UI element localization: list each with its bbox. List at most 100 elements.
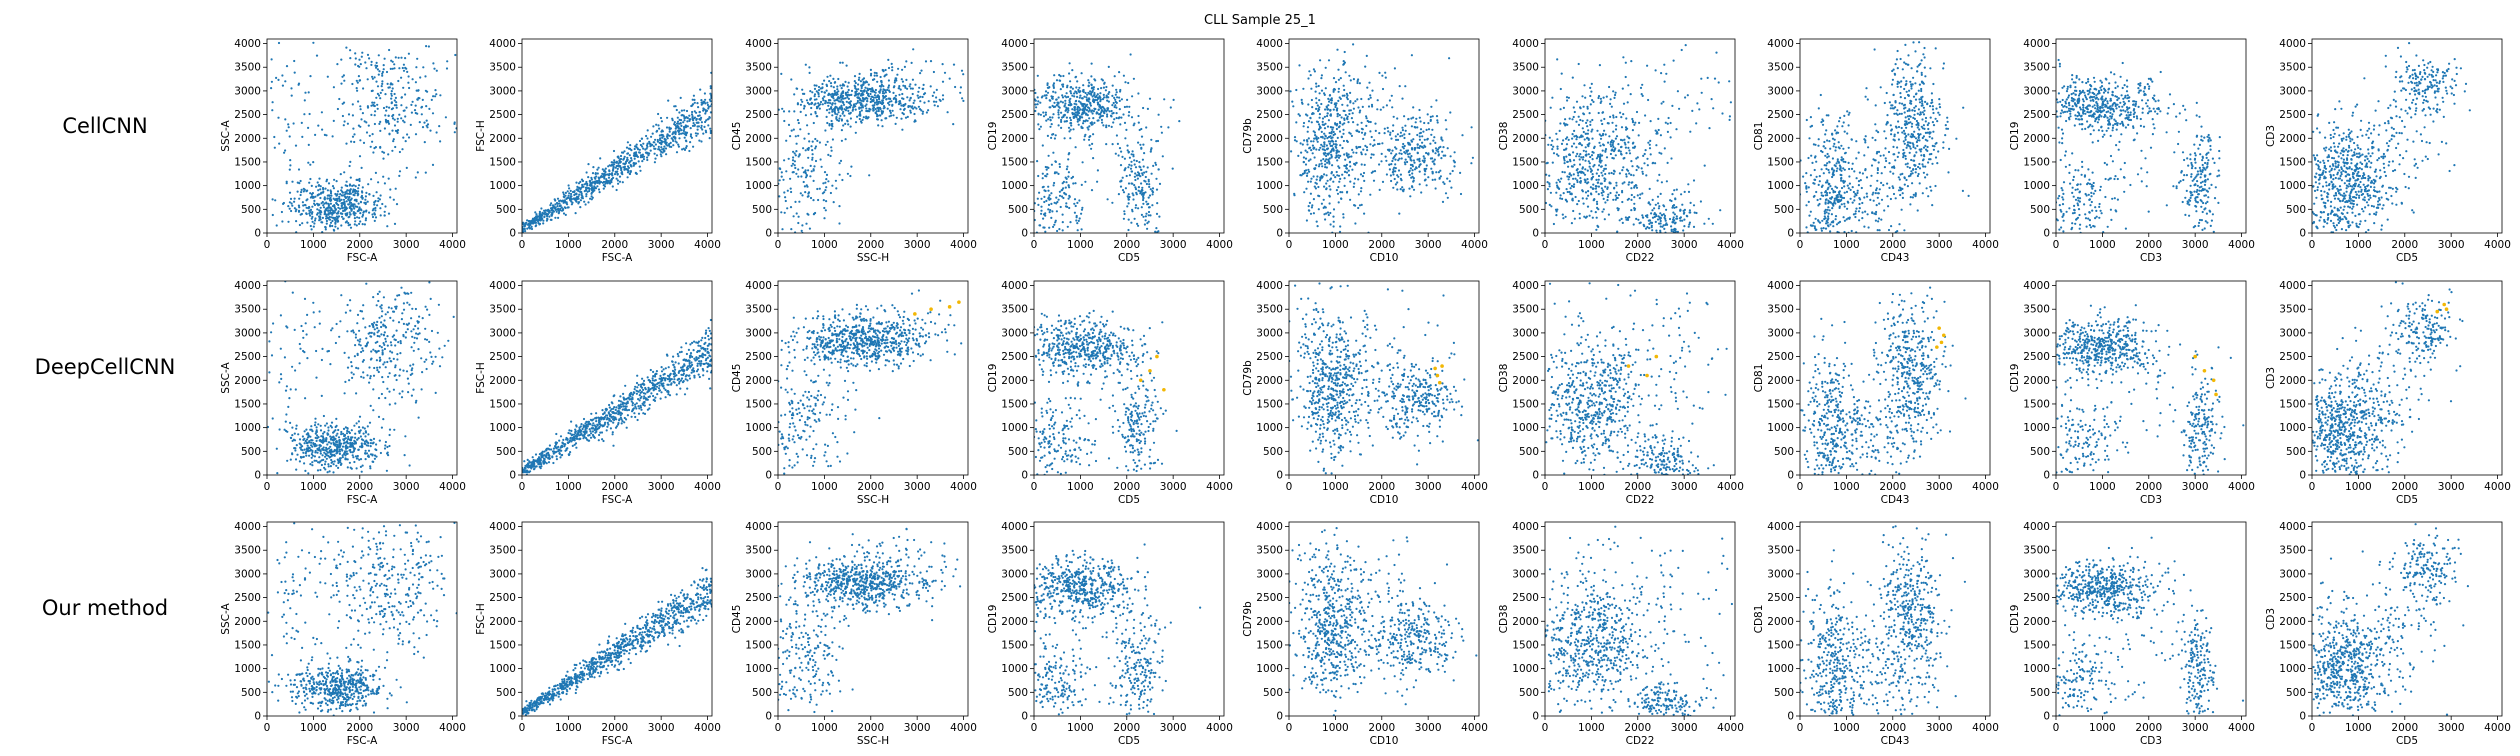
cell-point [1386,126,1389,129]
cell-point [1320,130,1323,133]
cell-point [1323,213,1326,216]
cell-point [1121,189,1125,192]
cell-point [1047,154,1050,157]
cell-point [1347,174,1351,177]
cell-point [1452,159,1455,162]
cell-point [1394,154,1397,157]
cell-point [1609,191,1612,195]
cell-point [1106,99,1109,102]
cell-point [420,113,423,116]
cell-point [889,109,892,112]
cell-point [806,101,810,104]
cell-point [911,78,915,81]
cell-point [293,71,296,74]
cell-point [332,119,335,122]
cell-point [808,71,811,74]
cell-point [654,138,657,141]
y-tick-label: 1500 [1256,156,1283,168]
cell-point [1046,134,1049,137]
cell-point [655,123,658,126]
cell-point [301,222,304,225]
cell-point [419,76,422,79]
cell-point [429,129,432,132]
cell-point [409,123,412,126]
cell-point [352,205,355,208]
cell-point [1145,170,1148,173]
cell-point [1352,151,1355,154]
cell-point [288,135,291,138]
cell-point [1291,100,1294,103]
cell-point [803,137,806,140]
cell-point [904,116,908,119]
cell-point [313,222,316,225]
cell-point [1396,181,1399,184]
cell-point [865,90,868,93]
cell-point [1609,143,1612,146]
cell-point [329,192,333,195]
cell-point [806,195,809,198]
cell-point [391,115,394,118]
cell-point [1656,179,1659,182]
cell-point [356,192,359,195]
cell-point [651,132,654,135]
cell-point [1412,188,1416,191]
cell-point [809,90,812,93]
y-tick-label: 2000 [1256,133,1283,145]
cell-point [697,106,700,109]
cell-point [1132,77,1135,80]
cell-point [707,118,710,121]
cell-point [1355,151,1358,154]
cell-point [824,181,827,184]
cell-point [626,156,629,159]
cell-point [1074,76,1077,79]
cell-point [625,160,628,163]
cell-point [371,213,374,216]
cell-point [339,207,342,210]
cell-point [1621,169,1624,172]
cell-point [1105,124,1108,127]
cell-point [381,74,384,77]
cell-point [331,185,335,188]
cell-point [1078,86,1081,89]
cell-point [1306,151,1309,154]
cell-point [792,150,795,153]
cell-point [837,77,840,81]
cell-point [333,178,336,181]
cell-point [1633,196,1636,199]
cell-point [1416,151,1419,154]
cell-point [900,78,903,81]
cell-point [852,106,855,109]
cell-point [799,192,802,195]
cell-point [1410,54,1413,57]
cell-point [864,86,867,89]
cell-point [578,187,581,190]
cell-point [1378,188,1381,191]
cell-point [689,133,693,136]
cell-point [396,120,399,123]
cell-point [1123,168,1127,171]
cell-point [1329,144,1332,147]
cell-point [660,146,663,149]
cell-point [1324,87,1327,90]
cell-point [1140,135,1144,138]
cell-point [570,203,574,206]
cell-point [1401,129,1404,132]
cell-point [841,178,844,182]
cell-point [532,220,535,223]
cell-point [1323,93,1326,96]
cell-point [295,220,298,223]
cell-point [921,95,924,99]
cell-point [1586,182,1589,185]
cell-point [1419,120,1422,123]
cell-point [1036,96,1039,99]
cell-point [593,181,596,184]
cell-point [1321,120,1324,123]
cell-point [862,100,865,103]
cell-point [1341,123,1344,126]
cell-point [454,53,457,57]
cell-point [859,99,862,102]
cell-point [1315,182,1318,185]
cell-point [808,227,812,230]
y-tick-label: 4000 [745,38,772,50]
cell-point [606,182,609,185]
